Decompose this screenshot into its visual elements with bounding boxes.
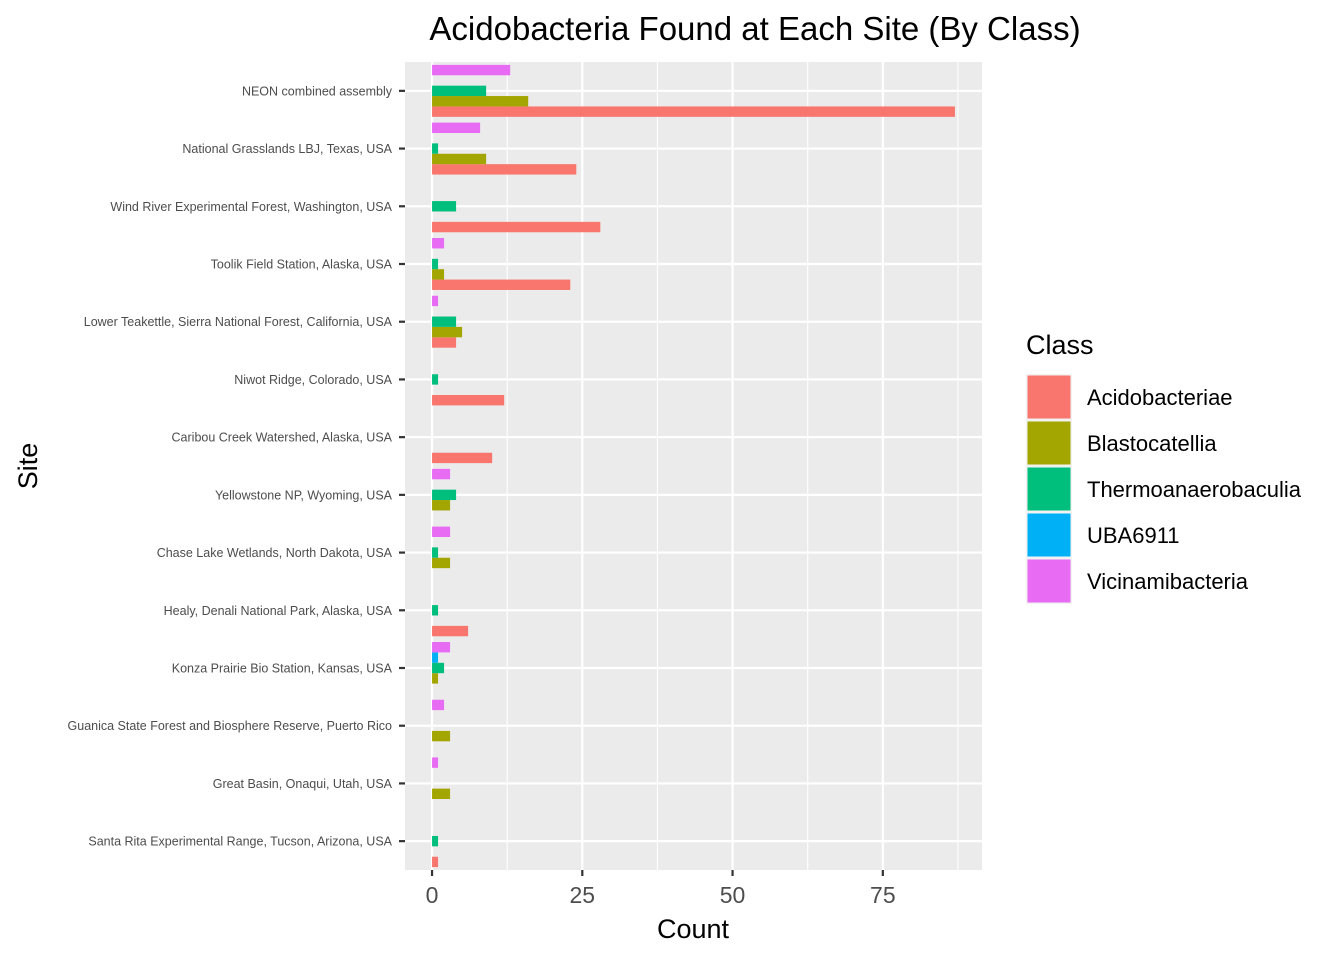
bar: [432, 757, 439, 768]
y-tick-label: Yellowstone NP, Wyoming, USA: [215, 488, 393, 502]
bar: [432, 452, 493, 464]
legend-title: Class: [1026, 330, 1094, 360]
bar: [432, 85, 487, 97]
legend: Class Acidobacteriae Blastocatellia Thermo…: [1026, 330, 1302, 604]
x-tick-label: 25: [570, 882, 596, 908]
y-tick-label: Chase Lake Wetlands, North Dakota, USA: [157, 546, 393, 560]
y-tick-label: Caribou Creek Watershed, Alaska, USA: [172, 431, 393, 445]
bar: [432, 673, 439, 684]
y-axis: NEON combined assembly National Grassland…: [68, 84, 405, 849]
y-tick-label: Santa Rita Experimental Range, Tucson, A…: [88, 835, 392, 849]
legend-label: Thermoanaerobaculia: [1087, 477, 1302, 502]
x-tick-label: 50: [720, 882, 746, 908]
y-tick-label: Guanica State Forest and Biosphere Reser…: [68, 719, 393, 733]
bar: [432, 625, 469, 637]
x-tick-label: 0: [426, 882, 439, 908]
legend-label: Acidobacteriae: [1087, 385, 1233, 410]
y-tick-label: National Grasslands LBJ, Texas, USA: [182, 142, 392, 156]
y-tick-label: Healy, Denali National Park, Alaska, USA: [164, 604, 393, 618]
bar: [432, 221, 601, 233]
bar: [432, 468, 451, 480]
legend-key: [1027, 375, 1071, 419]
bar: [432, 316, 457, 327]
x-axis: 0 25 50 75: [426, 870, 896, 908]
bar: [432, 64, 511, 76]
chart-title: Acidobacteria Found at Each Site (By Cla…: [429, 10, 1080, 47]
bar: [432, 652, 439, 663]
bar: [432, 699, 445, 711]
legend-key: [1027, 559, 1071, 603]
bar: [432, 122, 481, 133]
plot-panel: [405, 62, 982, 870]
bar: [432, 153, 487, 165]
bar: [432, 395, 505, 406]
grid-lines: [405, 62, 982, 870]
legend-key: [1027, 421, 1071, 465]
bar: [432, 489, 457, 501]
bar: [432, 835, 439, 847]
bar: [432, 557, 451, 569]
legend-label: UBA6911: [1087, 523, 1180, 548]
bars: [432, 64, 955, 868]
bar: [432, 258, 439, 270]
bar: [432, 279, 571, 290]
bar: [432, 238, 445, 249]
bar: [432, 642, 451, 653]
legend-key: [1027, 513, 1071, 557]
bar: [432, 730, 451, 742]
bar: [432, 605, 439, 616]
legend-label: Blastocatellia: [1087, 431, 1217, 456]
y-tick-label: Toolik Field Station, Alaska, USA: [211, 258, 393, 272]
bar: [432, 269, 445, 280]
bar: [432, 526, 451, 537]
legend-key: [1027, 467, 1071, 511]
legend-label: Vicinamibacteria: [1087, 569, 1249, 594]
y-tick-label: Lower Teakettle, Sierra National Forest,…: [84, 315, 393, 329]
bar: [432, 374, 439, 385]
y-tick-label: Niwot Ridge, Colorado, USA: [234, 373, 392, 387]
y-tick-label: NEON combined assembly: [242, 84, 393, 98]
bar: [432, 164, 577, 175]
bar: [432, 788, 451, 800]
bar: [432, 337, 457, 348]
x-axis-title: Count: [657, 914, 730, 944]
bar: [432, 500, 451, 511]
bar: [432, 662, 445, 674]
y-axis-title: Site: [13, 443, 43, 490]
bar: [432, 326, 463, 338]
bar: [432, 143, 439, 154]
x-tick-label: 75: [870, 882, 896, 908]
y-tick-label: Konza Prairie Bio Station, Kansas, USA: [172, 662, 393, 676]
bar: [432, 96, 529, 107]
y-tick-label: Wind River Experimental Forest, Washingt…: [110, 200, 392, 214]
bar: [432, 106, 955, 117]
bar: [432, 856, 439, 868]
bar: [432, 547, 439, 558]
y-tick-label: Great Basin, Onaqui, Utah, USA: [213, 777, 393, 791]
bar: [432, 295, 439, 307]
bar: [432, 201, 457, 212]
